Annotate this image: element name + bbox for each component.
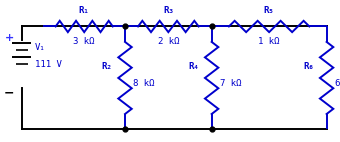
Text: 8 kΩ: 8 kΩ: [133, 79, 155, 88]
Text: R₁: R₁: [79, 6, 89, 15]
Text: 3 kΩ: 3 kΩ: [73, 37, 95, 46]
Text: +: +: [4, 33, 14, 43]
Text: 7 kΩ: 7 kΩ: [220, 79, 241, 88]
Text: R₂: R₂: [102, 62, 112, 71]
Text: 111 V: 111 V: [35, 59, 62, 69]
Text: R₃: R₃: [163, 6, 174, 15]
Text: 2 kΩ: 2 kΩ: [157, 37, 179, 46]
Text: R₅: R₅: [264, 6, 274, 15]
Text: V₁: V₁: [35, 43, 46, 52]
Text: −: −: [4, 87, 14, 100]
Text: 1 kΩ: 1 kΩ: [258, 37, 280, 46]
Text: R₆: R₆: [303, 62, 314, 71]
Text: 6 kΩ: 6 kΩ: [335, 79, 340, 88]
Text: R₄: R₄: [188, 62, 199, 71]
